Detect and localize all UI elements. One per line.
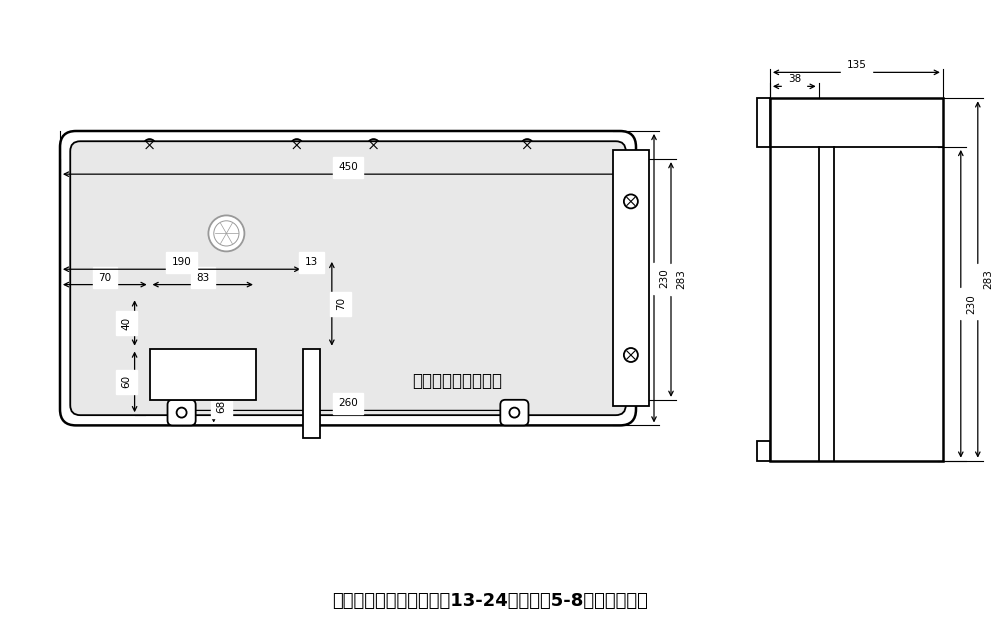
- FancyBboxPatch shape: [70, 141, 626, 415]
- Text: 20: 20: [175, 381, 188, 391]
- Text: 70: 70: [336, 297, 346, 310]
- FancyBboxPatch shape: [129, 131, 170, 159]
- Circle shape: [214, 221, 239, 246]
- Text: 68: 68: [217, 399, 227, 413]
- Text: 283: 283: [983, 269, 993, 290]
- FancyBboxPatch shape: [276, 131, 317, 159]
- Bar: [613, 150, 649, 406]
- Text: 260: 260: [338, 398, 358, 408]
- Bar: [303, 348, 320, 438]
- Circle shape: [291, 139, 303, 151]
- Text: 38: 38: [788, 74, 801, 85]
- Circle shape: [624, 194, 638, 208]
- Text: 135: 135: [846, 61, 866, 71]
- Circle shape: [177, 408, 187, 418]
- Text: 多用户预付费电能表: 多用户预付费电能表: [412, 372, 502, 389]
- Text: 83: 83: [196, 273, 209, 283]
- Bar: [770, 98, 943, 461]
- Text: 60: 60: [122, 375, 132, 389]
- Text: 多用户预付费电能表单相13-24户，三相5-8户外形尺寸图: 多用户预付费电能表单相13-24户，三相5-8户外形尺寸图: [332, 592, 648, 610]
- Text: 450: 450: [338, 162, 358, 172]
- Circle shape: [521, 139, 533, 151]
- Text: 40: 40: [122, 316, 132, 329]
- Circle shape: [509, 408, 519, 418]
- Text: 13: 13: [305, 257, 318, 268]
- Bar: [757, 98, 770, 147]
- Text: 70: 70: [98, 273, 111, 283]
- FancyBboxPatch shape: [353, 131, 394, 159]
- Bar: [150, 348, 256, 400]
- Text: 283: 283: [676, 269, 686, 290]
- Bar: [757, 442, 770, 461]
- Circle shape: [624, 348, 638, 362]
- FancyBboxPatch shape: [500, 400, 528, 425]
- FancyBboxPatch shape: [168, 400, 196, 425]
- Text: 230: 230: [966, 294, 976, 314]
- FancyBboxPatch shape: [507, 131, 548, 159]
- Circle shape: [368, 139, 380, 151]
- Text: 230: 230: [659, 268, 669, 288]
- Text: 190: 190: [172, 257, 191, 268]
- Circle shape: [208, 215, 244, 251]
- FancyBboxPatch shape: [60, 131, 636, 425]
- Circle shape: [144, 139, 156, 151]
